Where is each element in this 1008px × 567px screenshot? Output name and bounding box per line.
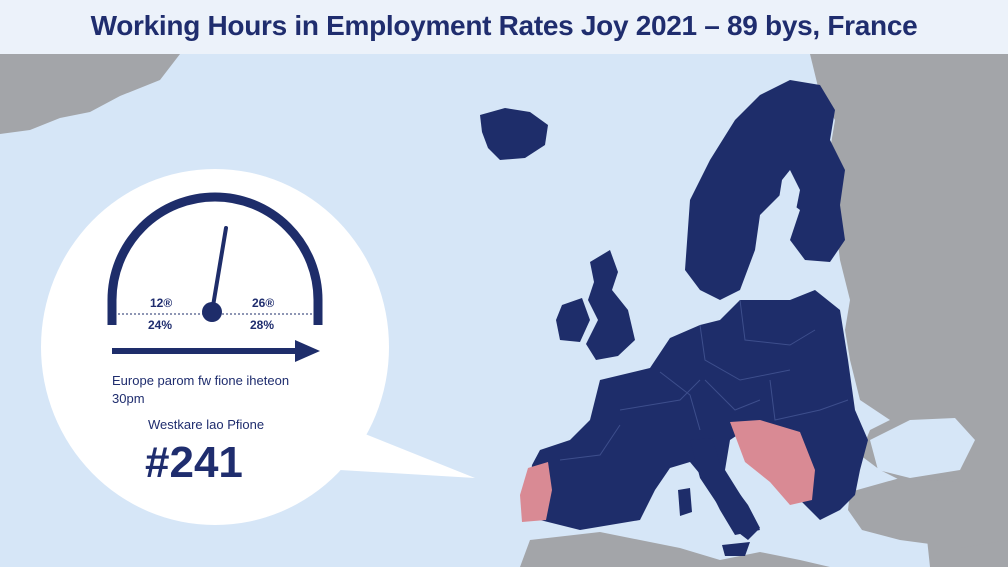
north-africa — [520, 532, 830, 567]
gauge-pivot — [202, 302, 222, 322]
greenland — [0, 54, 180, 134]
iceland — [480, 108, 548, 160]
gauge-label-top-left: 12® — [150, 296, 173, 310]
italy — [690, 438, 760, 540]
callout-bubble — [41, 169, 389, 525]
gulf-of-bothnia — [775, 170, 800, 240]
black-sea — [870, 418, 975, 478]
scandinavia — [685, 80, 845, 300]
great-britain — [586, 250, 635, 360]
sardinia — [678, 488, 692, 516]
balkans-highlight — [730, 420, 815, 505]
portugal-highlight — [520, 462, 552, 522]
gauge-label-bottom-right: 28% — [250, 318, 275, 332]
gauge-label-top-right: 26® — [252, 296, 275, 310]
caption-line-1: Europe parom fw fione iheteon — [112, 373, 290, 388]
caption-line-2: 30pm — [112, 391, 145, 406]
country-borders — [559, 299, 849, 461]
title-bar — [0, 0, 1008, 54]
page-title: Working Hours in Employment Rates Joy 20… — [90, 10, 918, 41]
sicily — [722, 542, 750, 556]
arrow-head-icon — [295, 340, 320, 362]
caption-line-3: Westkare lao Pfione — [148, 417, 265, 432]
gauge — [107, 192, 323, 362]
gauge-needle — [210, 226, 228, 314]
turkey — [848, 470, 1008, 548]
gauge-label-bottom-left: 24% — [148, 318, 173, 332]
continental-europe — [528, 290, 868, 535]
gauge-arc — [107, 192, 323, 325]
headline-figure: #241 — [145, 438, 243, 487]
ireland — [556, 298, 590, 342]
